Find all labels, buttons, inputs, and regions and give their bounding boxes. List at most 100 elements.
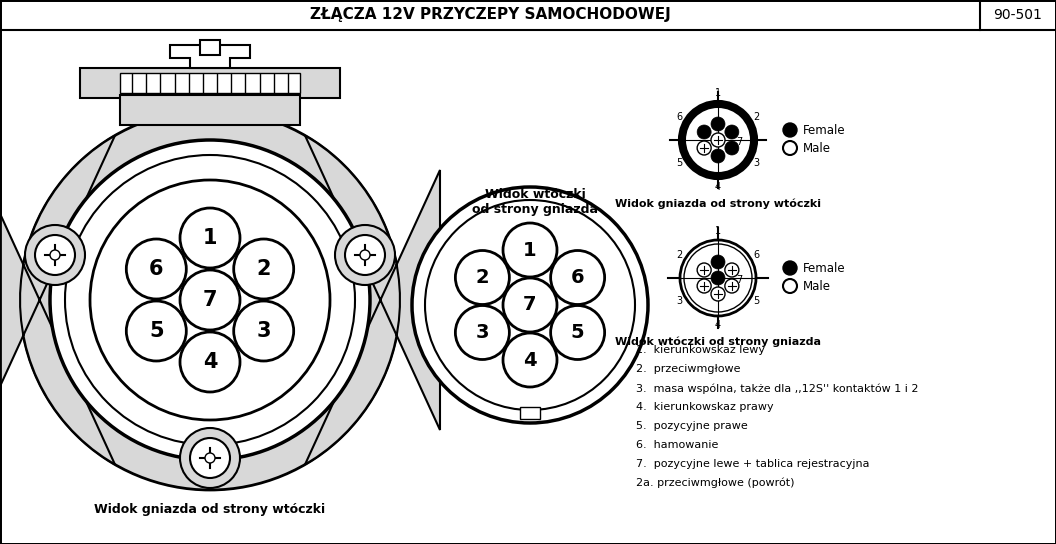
Polygon shape	[170, 45, 250, 68]
Text: 4: 4	[203, 352, 218, 372]
Circle shape	[90, 180, 329, 420]
Circle shape	[180, 208, 240, 268]
Circle shape	[455, 250, 509, 305]
Circle shape	[680, 102, 756, 178]
Text: Widok gniazda od strony wtóczki: Widok gniazda od strony wtóczki	[94, 504, 325, 516]
Circle shape	[711, 133, 725, 147]
Text: 4: 4	[715, 320, 721, 330]
Bar	[200, 40, 220, 55]
Text: Widok gniazda od strony wtóczki: Widok gniazda od strony wtóczki	[615, 199, 821, 209]
Circle shape	[205, 453, 215, 463]
Text: ZŁĄCZA 12V PRZYCZEPY SAMOCHODOWEJ: ZŁĄCZA 12V PRZYCZEPY SAMOCHODOWEJ	[309, 8, 671, 22]
Circle shape	[680, 240, 756, 316]
Circle shape	[697, 279, 711, 293]
Text: 6: 6	[754, 250, 759, 259]
Circle shape	[550, 250, 605, 305]
Text: 4.  kierunkowskaz prawy: 4. kierunkowskaz prawy	[636, 402, 774, 412]
Text: 3: 3	[677, 296, 682, 306]
Circle shape	[345, 235, 385, 275]
Text: 4: 4	[715, 182, 721, 192]
Circle shape	[180, 270, 240, 330]
Bar	[120, 73, 300, 93]
Circle shape	[425, 200, 635, 410]
Circle shape	[724, 125, 739, 139]
Bar	[520, 407, 540, 419]
Circle shape	[782, 261, 797, 275]
Text: Male: Male	[803, 141, 831, 154]
Bar	[120, 95, 300, 125]
Text: 5: 5	[149, 321, 164, 341]
Text: 1: 1	[715, 88, 721, 98]
Text: 2: 2	[753, 112, 759, 121]
Text: 2a. przeciwmgłowe (powrót): 2a. przeciwmgłowe (powrót)	[636, 478, 794, 489]
Text: 2.  przeciwmgłowe: 2. przeciwmgłowe	[636, 364, 740, 374]
Circle shape	[233, 239, 294, 299]
Text: 5: 5	[676, 158, 682, 169]
Text: 1.  kierunkowskaz lewy: 1. kierunkowskaz lewy	[636, 345, 765, 355]
Text: 6.  hamowanie: 6. hamowanie	[636, 440, 718, 450]
Circle shape	[25, 225, 84, 285]
Circle shape	[503, 278, 557, 332]
Text: 3: 3	[475, 323, 489, 342]
Circle shape	[50, 140, 370, 460]
Circle shape	[503, 333, 557, 387]
Circle shape	[50, 250, 60, 260]
Text: 5: 5	[571, 323, 584, 342]
Circle shape	[180, 428, 240, 488]
Circle shape	[711, 149, 725, 163]
Text: 5: 5	[753, 296, 759, 306]
Circle shape	[503, 223, 557, 277]
Circle shape	[335, 225, 395, 285]
Circle shape	[180, 332, 240, 392]
Circle shape	[782, 123, 797, 137]
Circle shape	[711, 287, 725, 301]
Circle shape	[782, 141, 797, 155]
Circle shape	[697, 263, 711, 277]
Circle shape	[550, 306, 605, 360]
Circle shape	[711, 271, 725, 285]
Circle shape	[686, 108, 750, 172]
Circle shape	[724, 279, 739, 293]
Text: 7: 7	[203, 290, 218, 310]
Text: od strony gniazda: od strony gniazda	[472, 203, 598, 217]
Text: 2: 2	[257, 259, 271, 279]
Circle shape	[711, 117, 725, 131]
Circle shape	[35, 235, 75, 275]
Circle shape	[782, 279, 797, 293]
Text: 3.  masa wspólna, także dla ,,12S'' kontaktów 1 i 2: 3. masa wspólna, także dla ,,12S'' konta…	[636, 383, 919, 393]
Circle shape	[697, 141, 711, 155]
Circle shape	[412, 187, 648, 423]
Circle shape	[20, 110, 400, 490]
Text: 7.  pozycyjne lewe + tablica rejestracyjna: 7. pozycyjne lewe + tablica rejestracyjn…	[636, 459, 869, 469]
Polygon shape	[305, 135, 440, 465]
Circle shape	[360, 250, 370, 260]
Text: 6: 6	[677, 112, 682, 121]
Circle shape	[233, 301, 294, 361]
Text: 2: 2	[475, 268, 489, 287]
Text: Female: Female	[803, 123, 846, 137]
Text: Female: Female	[803, 262, 846, 275]
Text: 1: 1	[203, 228, 218, 248]
Bar	[80, 68, 340, 98]
Text: 7: 7	[736, 137, 742, 147]
Text: Widok wtóczki od strony gniazda: Widok wtóczki od strony gniazda	[615, 337, 821, 347]
Text: Widok wtóczki: Widok wtóczki	[485, 189, 585, 201]
Circle shape	[455, 306, 509, 360]
Circle shape	[65, 155, 355, 445]
Circle shape	[685, 107, 751, 173]
Text: 3: 3	[257, 321, 271, 341]
Bar	[199, 442, 222, 457]
Text: 5.  pozycyjne prawe: 5. pozycyjne prawe	[636, 421, 748, 431]
Text: 1: 1	[523, 240, 536, 259]
Text: 6: 6	[571, 268, 584, 287]
Circle shape	[711, 255, 725, 269]
Circle shape	[190, 438, 230, 478]
Text: 6: 6	[149, 259, 164, 279]
Circle shape	[697, 125, 711, 139]
Text: 4: 4	[523, 350, 536, 369]
Text: Male: Male	[803, 280, 831, 293]
Polygon shape	[0, 135, 115, 465]
Text: 2: 2	[676, 250, 682, 259]
Circle shape	[684, 244, 752, 312]
Text: 7: 7	[524, 295, 536, 314]
